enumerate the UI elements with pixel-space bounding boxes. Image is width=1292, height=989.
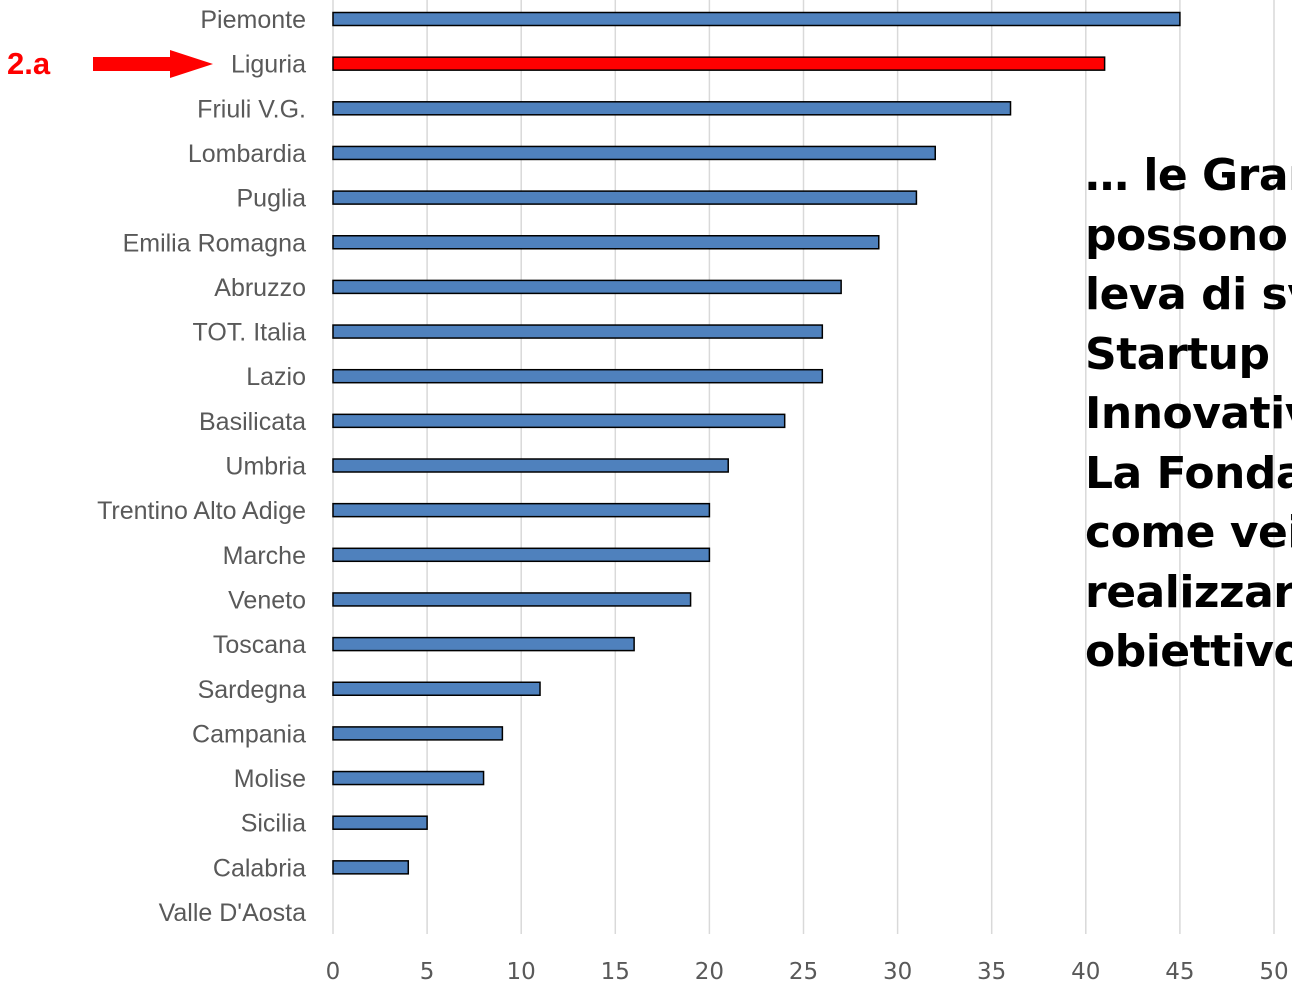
category-label: Emilia Romagna: [123, 229, 307, 257]
bar: [332, 368, 824, 384]
bars: [332, 11, 1181, 875]
x-axis-tick-labels: 0 5 10 15 20 25 30 35 40 45 50: [326, 959, 1289, 985]
bar: [332, 726, 504, 741]
x-tick-label: 5: [420, 959, 435, 985]
category-label: Piemonte: [200, 6, 306, 34]
bar: [332, 145, 936, 161]
category-label: Umbria: [225, 453, 306, 481]
category-label: Marche: [223, 542, 306, 570]
category-label: Lombardia: [188, 140, 306, 168]
category-label: Abruzzo: [214, 274, 306, 302]
bar: [332, 592, 692, 607]
x-tick-label: 40: [1071, 959, 1100, 985]
callout-label: 2.a: [7, 46, 51, 81]
category-label: Trentino Alto Adige: [97, 497, 306, 525]
x-tick-label: 10: [507, 959, 536, 985]
x-tick-label: 50: [1259, 959, 1288, 985]
category-label: TOT. Italia: [193, 319, 307, 347]
category-label: Toscana: [213, 631, 306, 659]
bar: [332, 101, 1012, 116]
category-label: Lazio: [246, 363, 306, 391]
bar-highlighted: [332, 56, 1106, 71]
side-text-block: … le Grandi Imprese possono essere una lev…: [1085, 146, 1292, 682]
side-text-line: possono essere una: [1085, 209, 1292, 261]
category-label: Liguria: [231, 51, 306, 79]
bar: [332, 190, 918, 205]
x-tick-label: 45: [1165, 959, 1194, 985]
bar: [332, 815, 428, 830]
category-labels: Piemonte Liguria Friuli V.G. Lombardia Pugli…: [97, 6, 306, 927]
bar: [332, 279, 842, 295]
side-text-line: … le Grandi Imprese: [1085, 150, 1292, 201]
x-tick-label: 15: [601, 959, 630, 985]
bar: [332, 458, 729, 473]
x-tick-label: 20: [695, 959, 724, 985]
side-text-line: come veicolo per: [1085, 507, 1292, 558]
x-tick-label: 30: [883, 959, 912, 985]
category-label: Basilicata: [199, 408, 306, 436]
category-label: Molise: [234, 765, 306, 793]
bar: [332, 324, 824, 339]
side-text-line: leva di sviluppo delle: [1085, 269, 1292, 320]
side-text-line: realizzare questo: [1085, 566, 1292, 618]
bar: [332, 770, 485, 786]
bar: [332, 413, 786, 429]
category-label: Sicilia: [241, 810, 306, 838]
x-tick-label: 25: [789, 959, 818, 985]
bar: [332, 547, 711, 563]
side-text-line: La Fondazione Ticino: [1085, 447, 1292, 499]
category-label: Sardegna: [198, 676, 307, 704]
side-text-line: Innovative.: [1085, 388, 1292, 439]
category-label: Valle D'Aosta: [159, 899, 307, 927]
bar: [332, 681, 541, 696]
x-tick-label: 35: [977, 959, 1006, 985]
side-text-line: Startup: [1085, 328, 1270, 380]
callout-annotation: 2.a: [7, 46, 213, 81]
bar: [332, 636, 635, 652]
right-arrow-icon: [93, 50, 213, 78]
bar: [332, 860, 410, 875]
category-label: Puglia: [237, 185, 307, 213]
category-label: Campania: [192, 720, 306, 748]
category-label: Friuli V.G.: [197, 95, 306, 123]
bar: [332, 502, 711, 518]
bar: [332, 235, 880, 250]
category-label: Calabria: [213, 854, 306, 882]
bar: [332, 11, 1181, 27]
side-text-line: obiettivo: [1085, 626, 1292, 677]
x-tick-label: 0: [326, 959, 341, 985]
category-label: Veneto: [228, 586, 306, 614]
